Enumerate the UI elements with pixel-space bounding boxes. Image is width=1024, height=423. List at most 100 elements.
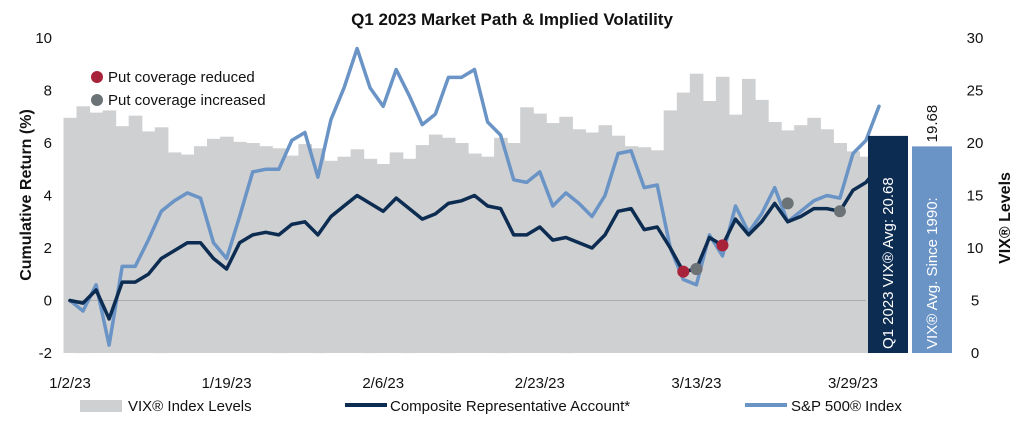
vix-bar <box>455 143 469 353</box>
x-tick-label: 1/19/23 <box>202 375 252 392</box>
right-tick-label: 30 <box>967 30 984 47</box>
right-tick-label: 0 <box>971 345 979 362</box>
vix-bar <box>833 143 847 353</box>
legend-sp500-label: S&P 500® Index <box>791 398 902 415</box>
vix-bar <box>494 137 508 354</box>
left-tick-label: 4 <box>44 188 52 205</box>
right-axis-ticks: 0 5 10 15 20 25 30 <box>967 30 984 362</box>
vix-bar <box>220 136 234 353</box>
right-tick-label: 20 <box>967 135 984 152</box>
vix-bar <box>807 117 821 353</box>
vix-bars <box>63 73 874 354</box>
legend-vix-swatch <box>80 400 122 412</box>
left-tick-label: 2 <box>44 240 52 257</box>
vix-bar <box>755 99 769 354</box>
vix-bar <box>363 158 378 354</box>
ref-box-0 <box>868 135 908 353</box>
vix-bar <box>768 122 782 353</box>
ref-box-value-1: 19.68 <box>924 105 941 143</box>
vix-bar <box>611 135 626 353</box>
legend-vix-label: VIX® Index Levels <box>128 398 252 415</box>
vix-bar <box>846 151 860 353</box>
vix-bar <box>663 110 678 354</box>
vix-bar <box>585 132 599 353</box>
vix-bar <box>89 112 104 353</box>
left-axis-label: Cumulative Return (%) <box>18 109 35 281</box>
put-increased-marker <box>690 263 703 275</box>
vix-bar <box>428 134 443 353</box>
right-tick-label: 25 <box>967 83 984 100</box>
vix-bar <box>781 130 795 353</box>
reference-boxes: Q1 2023 VIX® Avg: 20.68 VIX® Avg. Since 1… <box>868 105 952 353</box>
vix-bar <box>715 76 730 354</box>
ref-box-label-1: VIX® Avg. Since 1990: <box>924 197 941 349</box>
put-reduced-marker <box>677 265 690 278</box>
chart-title: Q1 2023 Market Path & Implied Volatility <box>351 10 673 29</box>
vix-bar <box>559 116 573 354</box>
vix-bar <box>468 153 482 353</box>
vix-bar <box>794 125 808 353</box>
vix-bar <box>742 78 756 354</box>
x-tick-label: 3/29/23 <box>828 375 878 392</box>
left-tick-label: 0 <box>44 293 52 310</box>
vix-bar <box>233 141 247 353</box>
vix-bar <box>180 154 195 353</box>
vix-bar <box>441 137 456 354</box>
vix-bar <box>102 110 117 354</box>
vix-bar <box>702 101 717 353</box>
vix-bar <box>311 148 325 354</box>
vix-bar <box>324 160 339 353</box>
vix-bar <box>350 149 365 353</box>
vix-bar <box>689 73 704 353</box>
right-tick-label: 10 <box>967 240 984 257</box>
vix-bar <box>415 145 430 353</box>
put-increased-legend-label: Put coverage increased <box>108 92 266 109</box>
vix-bar <box>298 144 312 353</box>
sp500-line <box>68 46 881 347</box>
left-tick-label: 10 <box>35 30 52 47</box>
left-tick-label: 8 <box>44 83 52 100</box>
right-tick-label: 5 <box>971 293 979 310</box>
vix-bar <box>337 156 352 353</box>
put-reduced-legend-dot <box>91 71 103 83</box>
x-tick-label: 3/13/23 <box>671 375 721 392</box>
vix-bar <box>402 158 417 354</box>
ref-box-1 <box>912 146 952 353</box>
put-reduced-marker <box>716 239 729 252</box>
composite-line <box>68 164 881 321</box>
legend-composite-label: Composite Representative Account* <box>390 398 630 415</box>
vix-bar <box>128 115 143 353</box>
put-increased-marker <box>833 205 846 218</box>
left-tick-label: 6 <box>44 135 52 152</box>
vix-bar <box>520 107 534 353</box>
put-increased-marker <box>781 197 794 210</box>
left-tick-label: -2 <box>39 345 52 362</box>
x-tick-label: 2/6/23 <box>362 375 404 392</box>
vix-bar <box>624 146 639 353</box>
vix-bar <box>729 114 743 353</box>
x-axis-ticks: 1/2/23 1/19/23 2/6/23 2/23/23 3/13/23 3/29/23 <box>49 375 878 392</box>
vix-bar <box>207 138 221 353</box>
vix-bar <box>115 126 130 353</box>
vix-bar <box>376 164 391 353</box>
vix-bar <box>650 150 665 353</box>
vix-bar <box>481 156 495 353</box>
vix-bar <box>272 148 286 354</box>
vix-bar <box>676 92 691 353</box>
ref-box-label-0: Q1 2023 VIX® Avg: 20.68 <box>880 177 897 349</box>
marker-legend: Put coverage reduced Put coverage increa… <box>91 69 266 109</box>
x-tick-label: 1/2/23 <box>49 375 91 392</box>
vix-bar <box>820 129 834 353</box>
put-reduced-legend-label: Put coverage reduced <box>108 69 255 86</box>
right-tick-label: 15 <box>967 188 984 205</box>
vix-bar <box>259 146 273 353</box>
left-axis-ticks: -2 0 2 4 6 8 10 <box>35 30 52 362</box>
vix-bar <box>285 155 299 353</box>
series-lines <box>68 46 881 347</box>
vix-bar <box>63 117 78 353</box>
vix-bar <box>389 152 404 353</box>
vix-bar <box>637 147 652 353</box>
vix-bar <box>154 127 169 354</box>
markers <box>677 197 846 278</box>
